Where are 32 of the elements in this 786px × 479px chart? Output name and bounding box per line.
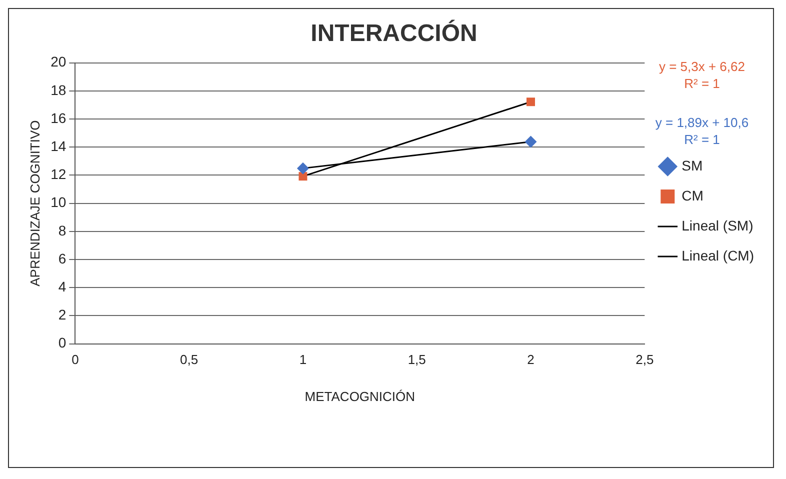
text: y = 5,3x + 6,62 <box>658 58 746 75</box>
y-tick-label: 2 <box>58 306 66 323</box>
chart-title: INTERACCIÓN <box>310 19 478 48</box>
x-tick-label: 1,5 <box>408 352 426 368</box>
y-tick-label: 10 <box>50 194 66 210</box>
y-tick-label: 6 <box>58 250 66 266</box>
y-tick-label: 18 <box>50 82 66 98</box>
y-tick-label: 4 <box>58 278 66 294</box>
y-tick-label: 20 <box>50 54 66 70</box>
y-tick-label: 8 <box>58 222 66 238</box>
x-axis-title: METACOGNICIÓN <box>304 388 416 404</box>
y-tick-label: 12 <box>50 166 66 182</box>
text: y = 1,89x + 10,6 <box>654 114 750 131</box>
point <box>298 172 308 181</box>
legend-label: Lineal (SM) <box>682 217 754 234</box>
text: R² = 1 <box>683 131 721 148</box>
legend-label: SM <box>682 157 703 174</box>
x-tick-label: 0,5 <box>180 352 198 368</box>
y-tick-label: 0 <box>58 334 66 351</box>
point <box>526 98 535 106</box>
x-tick-label: 0 <box>72 352 79 368</box>
legend-label: Lineal (CM) <box>682 247 754 264</box>
x-tick-label: 2,5 <box>636 352 654 368</box>
y-tick-label: 14 <box>50 138 66 154</box>
x-tick-label: 1 <box>299 352 307 368</box>
y-axis-title: APRENDIZAJE COGNITIVO <box>27 120 42 286</box>
point <box>524 136 537 148</box>
point <box>296 162 309 174</box>
text: R² = 1 <box>683 75 721 92</box>
y-tick-label: 16 <box>50 110 66 126</box>
legend-label: CM <box>682 187 704 204</box>
x-tick-label: 2 <box>527 352 534 368</box>
